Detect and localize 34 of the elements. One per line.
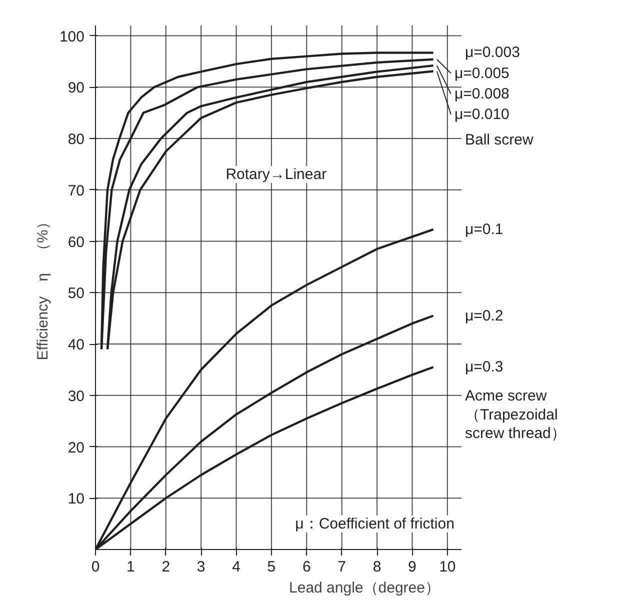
annotation: μ：Coefficient of friction bbox=[295, 515, 454, 532]
x-tick-label: 4 bbox=[232, 558, 240, 576]
x-tick-label: 7 bbox=[338, 558, 346, 576]
x-tick-label: 10 bbox=[439, 558, 456, 576]
y-tick-label: 60 bbox=[68, 234, 85, 251]
x-tick-label: 9 bbox=[408, 558, 416, 576]
y-tick-label: 30 bbox=[68, 388, 85, 405]
x-tick-label: 5 bbox=[267, 558, 276, 576]
y-tick-label: 20 bbox=[68, 439, 85, 456]
x-tick-label: 8 bbox=[372, 558, 382, 576]
text: Ball screw bbox=[465, 132, 534, 149]
y-tick-label: 90 bbox=[68, 80, 85, 97]
y-tick-label: 70 bbox=[68, 182, 85, 200]
text: μ=0.2 bbox=[465, 307, 504, 324]
x-tick-label: 1 bbox=[126, 558, 135, 576]
y-axis-title: Efficiency η （%） bbox=[34, 214, 52, 360]
y-tick-label: 100 bbox=[59, 28, 85, 46]
y-tick-label: 40 bbox=[68, 336, 85, 354]
text: μ=0.3 bbox=[465, 358, 504, 376]
y-tick-label: 50 bbox=[68, 285, 85, 302]
text: Acme screw （Trapezoidal screw thread） bbox=[465, 388, 566, 442]
x-tick-label: 3 bbox=[196, 558, 206, 576]
y-tick-label: 10 bbox=[68, 490, 85, 508]
text: μ=0.1 bbox=[465, 220, 504, 238]
series-label: μ=0.008 bbox=[454, 85, 510, 102]
x-tick-label: 0 bbox=[91, 558, 100, 576]
x-tick-label: 2 bbox=[162, 558, 170, 576]
text: μ=0.003 bbox=[465, 44, 520, 62]
x-axis-title: Lead angle（degree） bbox=[289, 580, 440, 596]
x-tick-label: 6 bbox=[302, 558, 311, 576]
y-tick-label: 80 bbox=[68, 131, 85, 148]
series-label: μ=0.005 bbox=[454, 64, 510, 82]
annotation: Rotary→Linear bbox=[226, 166, 327, 183]
text: μ=0.010 bbox=[454, 106, 510, 123]
